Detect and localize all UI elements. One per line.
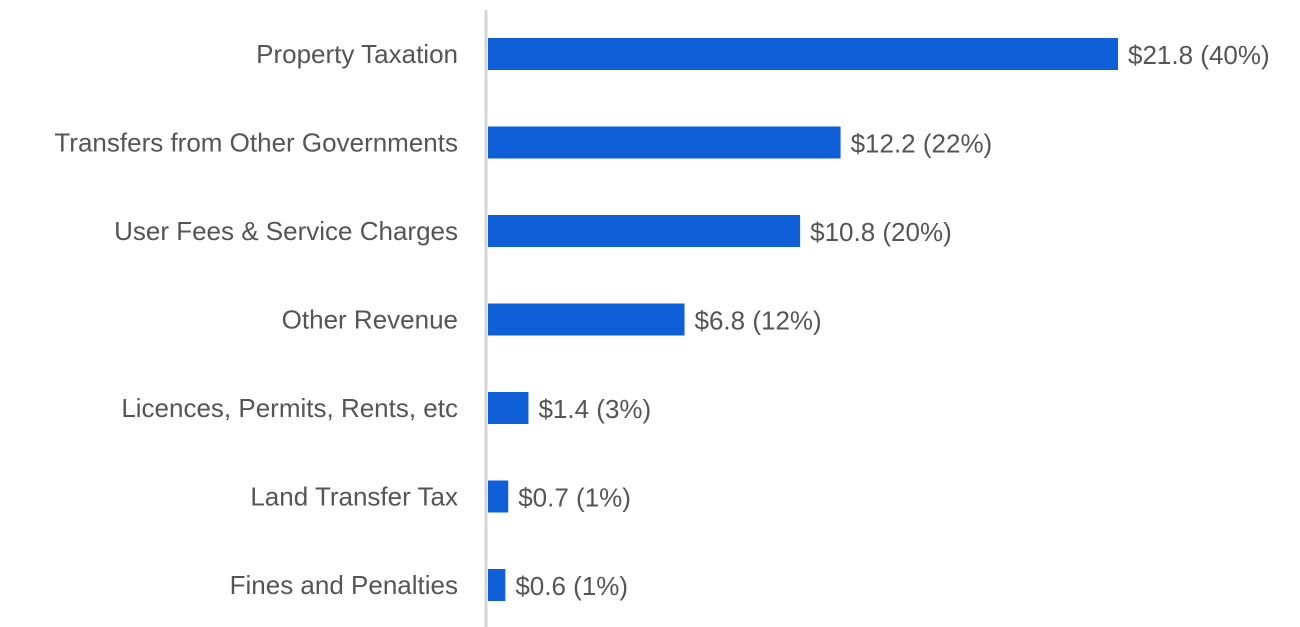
bar	[488, 303, 685, 336]
data-label: $0.7 (1%)	[518, 483, 631, 513]
category-label: Land Transfer Tax	[250, 482, 458, 512]
category-label: Fines and Penalties	[230, 570, 458, 600]
category-label: Transfers from Other Governments	[54, 128, 458, 158]
category-label: Other Revenue	[282, 305, 458, 335]
category-label: User Fees & Service Charges	[114, 216, 458, 246]
data-label: $12.2 (22%)	[851, 129, 993, 159]
category-label: Property Taxation	[256, 39, 458, 69]
bar	[488, 480, 509, 513]
data-label: $21.8 (40%)	[1128, 40, 1270, 70]
data-label: $10.8 (20%)	[810, 217, 952, 247]
bar	[488, 569, 506, 601]
category-label: Licences, Permits, Rents, etc	[121, 393, 458, 423]
data-label: $1.4 (3%)	[538, 394, 651, 424]
data-label: $0.6 (1%)	[515, 571, 628, 601]
bar	[488, 126, 841, 159]
bar	[488, 215, 801, 247]
data-label: $6.8 (12%)	[695, 306, 822, 336]
bar	[488, 38, 1119, 70]
bar	[488, 392, 529, 424]
